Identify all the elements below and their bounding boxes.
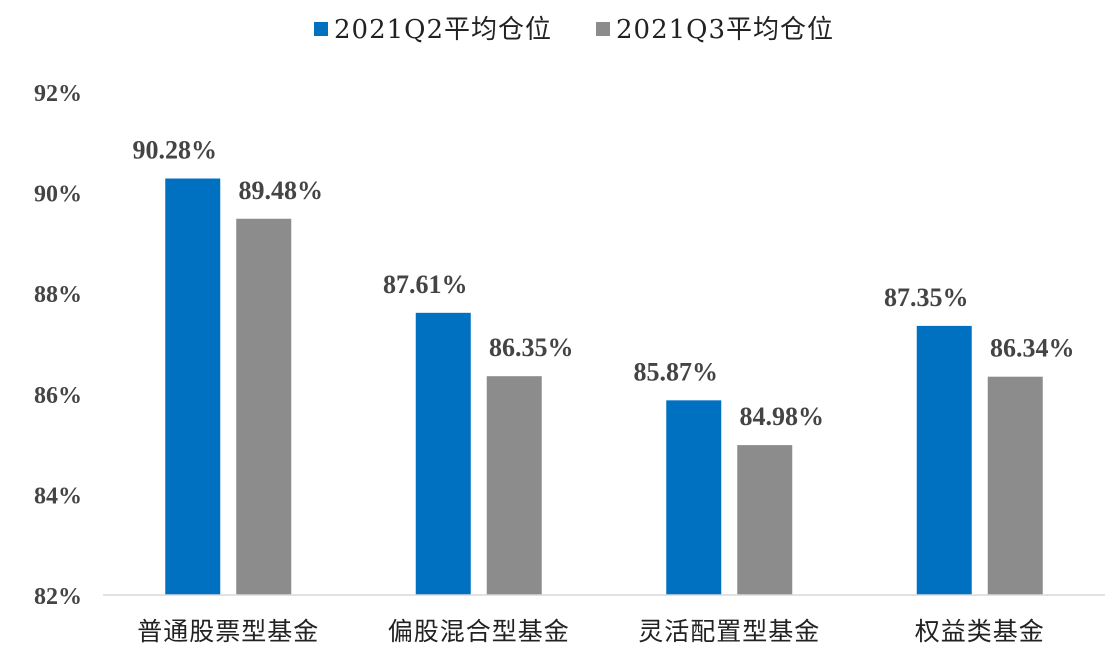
data-label-series-1-3: 85.87% — [634, 357, 719, 386]
bar-series-2-3 — [737, 445, 793, 595]
bar-series-2-4 — [987, 376, 1043, 595]
y-axis: 82% 84% 86% 88% 90% 92% — [34, 81, 82, 610]
legend: 2021Q2平均仓位 2021Q3平均仓位 — [314, 15, 834, 45]
legend-swatch-2 — [596, 22, 610, 36]
data-label-series-1-4: 87.35% — [884, 283, 969, 312]
y-tick-label: 86% — [34, 383, 82, 409]
y-tick-label: 90% — [34, 182, 82, 208]
legend-swatch-1 — [314, 22, 328, 36]
x-tick-label: 偏股混合型基金 — [388, 617, 570, 646]
legend-label-1: 2021Q2平均仓位 — [334, 15, 552, 45]
bar-series-2-1 — [236, 218, 292, 596]
data-label-series-2-4: 86.34% — [990, 334, 1075, 363]
y-tick-label: 88% — [34, 282, 82, 308]
y-tick-label: 82% — [34, 584, 82, 610]
y-tick-label: 84% — [34, 483, 82, 509]
x-axis: 普通股票型基金 偏股混合型基金 灵活配置型基金 权益类基金 — [137, 617, 1045, 646]
x-tick-label: 灵活配置型基金 — [638, 617, 820, 646]
data-label-series-2-3: 84.98% — [740, 402, 825, 431]
bar-series-1-4 — [916, 325, 972, 595]
bars — [165, 178, 1043, 596]
bar-series-2-2 — [486, 376, 542, 595]
data-label-series-2-1: 89.48% — [239, 176, 324, 205]
data-label-series-2-2: 86.35% — [489, 333, 574, 362]
data-label-series-1-2: 87.61% — [383, 270, 468, 299]
legend-item-2: 2021Q3平均仓位 — [596, 15, 834, 45]
bar-series-1-1 — [165, 178, 221, 596]
bar-series-1-3 — [666, 400, 722, 595]
y-tick-label: 92% — [34, 81, 82, 107]
x-tick-label: 权益类基金 — [915, 617, 1045, 646]
data-label-series-1-1: 90.28% — [133, 136, 218, 165]
data-labels: 90.28% 89.48% 87.61% 86.35% 85.87% 84.98% 87.3… — [133, 136, 1075, 432]
legend-label-2: 2021Q3平均仓位 — [616, 15, 834, 45]
x-tick-label: 普通股票型基金 — [137, 617, 319, 646]
legend-item-1: 2021Q2平均仓位 — [314, 15, 552, 45]
bar-series-1-2 — [415, 312, 471, 595]
